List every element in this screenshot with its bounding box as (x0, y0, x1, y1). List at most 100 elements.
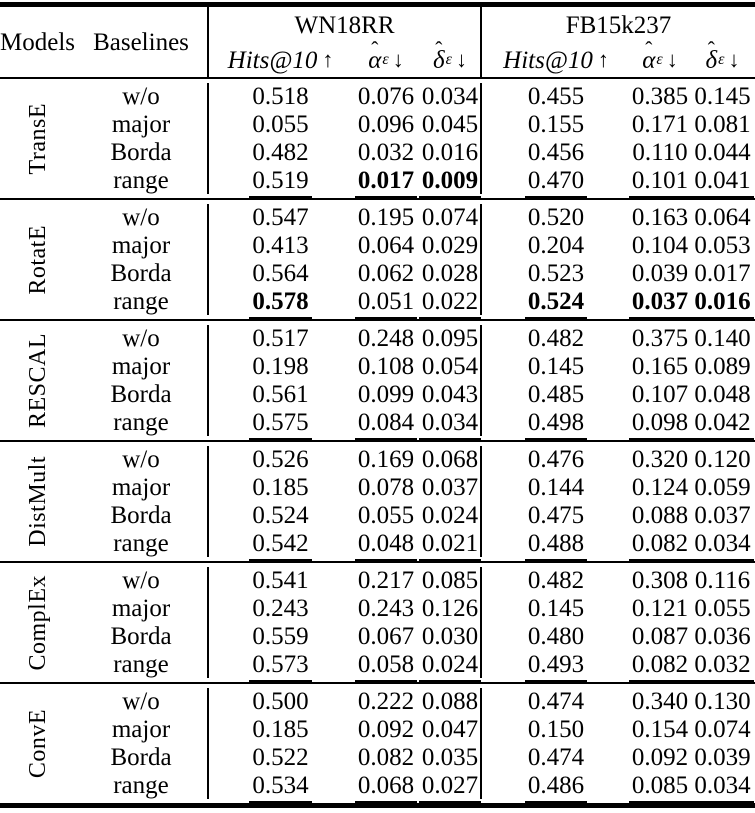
value-cell: 0.524 (480, 287, 630, 319)
value-cell: 0.037 (628, 287, 692, 319)
value-cell: 0.485 (480, 380, 630, 409)
down-arrow-icon: ↓ (666, 47, 678, 72)
value-text: 0.064 (357, 232, 415, 260)
baseline-cell: major (111, 353, 171, 381)
metric-base: Hits@10 (228, 48, 318, 73)
data-row: Borda 0.522 0.082 0.035 0.474 0.092 0.039 (75, 743, 755, 772)
value-text: 0.375 (631, 325, 689, 353)
value-text: 0.116 (694, 567, 751, 595)
data-row: major 0.243 0.243 0.126 0.145 0.121 0.055 (75, 594, 755, 623)
value-cell: 0.116 (690, 567, 755, 595)
value-cell: 0.032 (352, 139, 420, 167)
value-text: 0.058 (354, 652, 418, 682)
baseline-cell: Borda (110, 259, 172, 287)
value-cell: 0.140 (690, 325, 755, 353)
value-cell: 0.036 (690, 623, 755, 651)
value-cell: 0.500 (207, 688, 352, 716)
value-cell: 0.034 (418, 408, 482, 440)
baseline-cell: w/o (122, 567, 160, 595)
baseline-cell: Borda (110, 622, 172, 650)
value-cell: 0.534 (207, 771, 352, 803)
value-cell: 0.074 (420, 204, 480, 232)
value-cell: 0.101 (628, 166, 692, 198)
data-row: w/o 0.518 0.076 0.034 0.455 0.385 0.145 (75, 83, 755, 111)
down-arrow-icon: ↓ (455, 47, 467, 72)
value-cell: 0.185 (207, 473, 352, 502)
value-text: 0.062 (357, 259, 415, 287)
value-cell: 0.474 (480, 743, 630, 772)
value-cell: 0.037 (690, 502, 755, 530)
metric-subscript: ε (656, 51, 663, 68)
metric-text: α (642, 46, 656, 74)
value-text: 0.035 (421, 743, 479, 771)
value-text: 0.048 (694, 380, 751, 408)
value-text: 0.413 (252, 232, 309, 260)
value-text: 0.474 (527, 743, 585, 771)
value-text: 0.456 (527, 138, 585, 166)
value-cell: 0.480 (480, 622, 630, 651)
value-text: 0.048 (354, 531, 418, 561)
model-block: ComplEx w/o 0.541 0.217 0.085 0.482 0.308 0.116… (0, 563, 755, 684)
value-cell: 0.067 (352, 623, 420, 651)
down-arrow-icon: ↓ (728, 47, 740, 72)
value-text: 0.480 (527, 622, 585, 650)
value-text: 0.017 (354, 168, 418, 198)
value-text: 0.068 (421, 446, 479, 474)
value-cell: 0.526 (207, 446, 352, 474)
value-text: 0.107 (631, 380, 689, 408)
data-row: range 0.573 0.058 0.024 0.493 0.082 0.032 (75, 650, 755, 682)
value-text: 0.561 (252, 380, 309, 408)
value-cell: 0.198 (207, 352, 352, 381)
value-cell: 0.099 (352, 381, 420, 409)
value-text: 0.559 (252, 622, 309, 650)
value-cell: 0.084 (352, 408, 420, 440)
value-text: 0.051 (354, 289, 418, 319)
metric-text: Hits@10 (227, 46, 318, 74)
value-cell: 0.034 (420, 83, 480, 111)
value-cell: 0.035 (420, 744, 480, 772)
value-text: 0.145 (694, 83, 751, 111)
value-text: 0.085 (628, 773, 692, 803)
value-cell: 0.413 (207, 231, 352, 260)
value-text: 0.045 (421, 111, 479, 139)
value-cell: 0.243 (207, 594, 352, 623)
value-cell: 0.517 (207, 325, 352, 353)
value-text: 0.243 (357, 595, 415, 623)
value-text: 0.524 (252, 501, 309, 529)
value-text: 0.204 (527, 232, 585, 260)
baseline-cell: major (111, 474, 171, 502)
block-rows: w/o 0.517 0.248 0.095 0.482 0.375 0.140 major 0.… (75, 325, 755, 440)
metric-text: δ (705, 46, 718, 74)
value-text: 0.089 (694, 353, 751, 381)
value-text: 0.067 (357, 622, 415, 650)
value-text: 0.017 (694, 259, 751, 287)
data-row: Borda 0.482 0.032 0.016 0.456 0.110 0.044 (75, 138, 755, 167)
data-row: major 0.198 0.108 0.054 0.145 0.165 0.089 (75, 352, 755, 381)
hat-accent: ˆ (645, 36, 653, 61)
value-cell: 0.047 (420, 716, 480, 744)
baseline-cell: range (113, 408, 169, 436)
value-text: 0.320 (631, 446, 689, 474)
value-text: 0.039 (631, 259, 689, 287)
value-text: 0.486 (524, 773, 588, 803)
value-cell: 0.519 (207, 166, 352, 198)
value-cell: 0.204 (480, 231, 630, 260)
value-cell: 0.024 (420, 502, 480, 530)
value-cell: 0.017 (352, 166, 420, 198)
value-text: 0.032 (691, 652, 754, 682)
value-text: 0.082 (628, 531, 692, 561)
value-text: 0.098 (628, 410, 692, 440)
value-text: 0.150 (527, 716, 585, 744)
value-cell: 0.082 (628, 529, 692, 561)
value-text: 0.120 (694, 446, 751, 474)
value-cell: 0.575 (207, 408, 352, 440)
value-cell: 0.573 (207, 650, 352, 682)
model-cell: DistMult (0, 446, 75, 557)
value-cell: 0.120 (690, 446, 755, 474)
value-text: 0.564 (252, 259, 309, 287)
value-cell: 0.222 (352, 688, 420, 716)
value-cell: 0.524 (207, 501, 352, 530)
value-cell: 0.243 (352, 595, 420, 623)
metric-text: δ (433, 46, 445, 74)
